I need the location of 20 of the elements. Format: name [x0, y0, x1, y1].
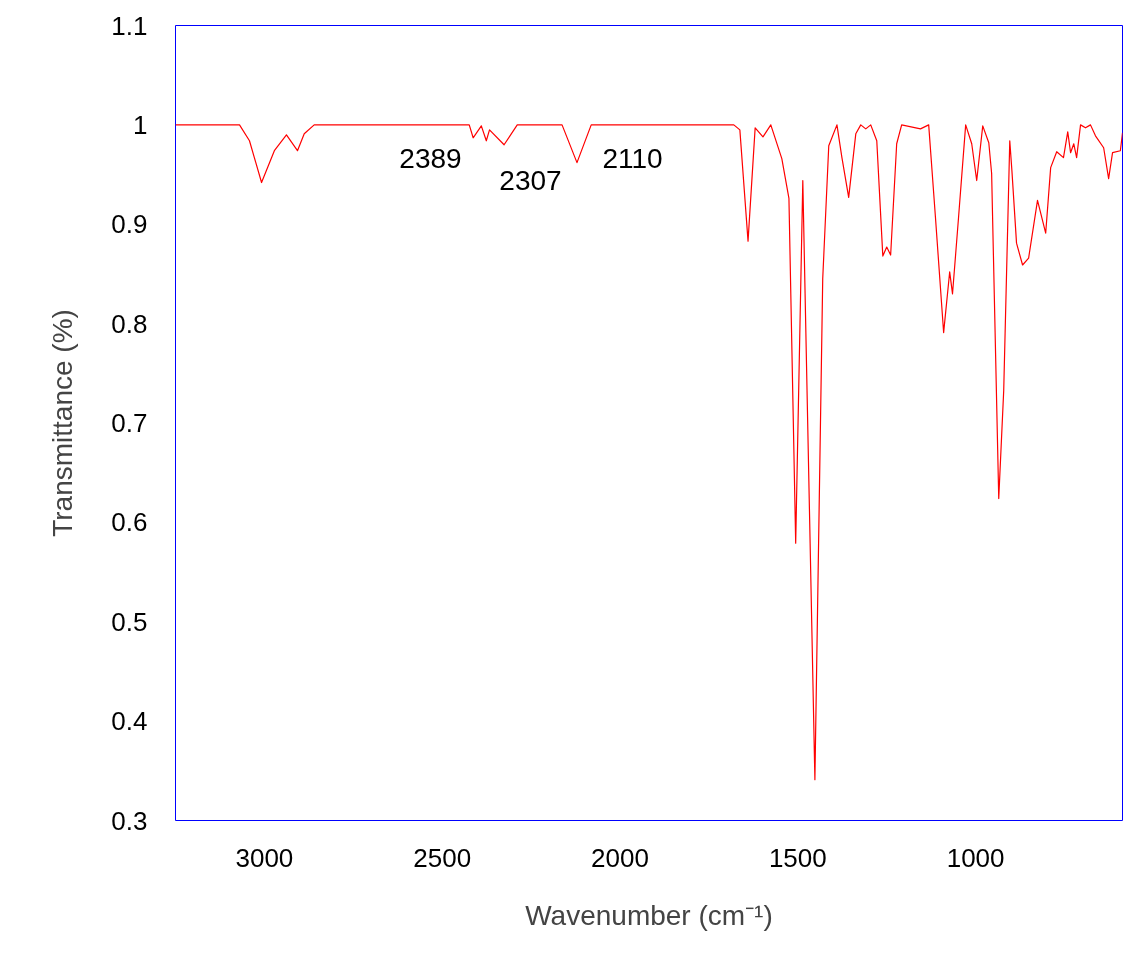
x-tick-label: 1000	[946, 842, 1005, 873]
x-tick-label: 1500	[768, 842, 827, 873]
y-tick-label: 0.3	[111, 805, 148, 836]
y-tick-label: 0.4	[111, 706, 148, 737]
x-tick-label: 3000	[235, 842, 294, 873]
annotation: 2307	[499, 164, 562, 196]
x-tick-label: 2500	[413, 842, 472, 873]
y-tick-label: 0.9	[111, 209, 148, 240]
annotation: 2389	[399, 142, 462, 174]
y-tick-label: 1.1	[111, 10, 148, 41]
y-tick-label: 0.8	[111, 308, 148, 339]
y-axis-title: Transmittance (%)	[47, 309, 79, 537]
line-series	[175, 124, 1123, 781]
annotation: 2110	[602, 142, 663, 174]
y-tick-label: 1	[133, 109, 148, 140]
y-tick-label: 0.5	[111, 606, 148, 637]
y-tick-label: 0.6	[111, 507, 148, 538]
x-axis-title: Wavenumber (cm⁻¹)	[525, 899, 773, 931]
x-tick-label: 2000	[591, 842, 649, 873]
y-tick-label: 0.7	[111, 408, 148, 438]
